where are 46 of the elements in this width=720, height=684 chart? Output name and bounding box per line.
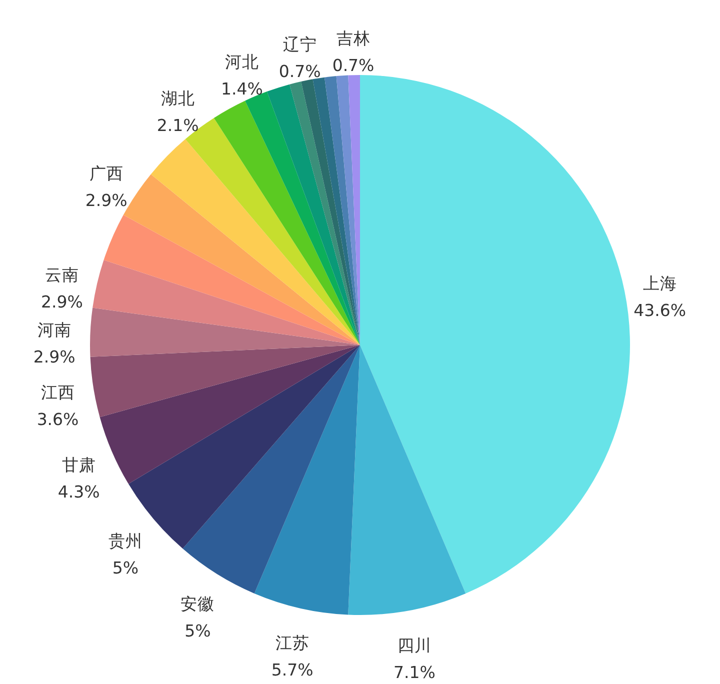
slice-label: 上海	[642, 274, 677, 293]
data-label: 2.1%	[156, 116, 199, 136]
slice-label: 江西	[40, 382, 75, 402]
slice-label: 湖北	[160, 89, 195, 108]
pie-slice	[360, 75, 630, 594]
pie-slice	[104, 214, 360, 345]
pie-slice	[290, 82, 360, 345]
slice-label: 河北	[225, 52, 260, 72]
slice-label: 甘肃	[62, 456, 96, 475]
pie-slice	[348, 345, 466, 615]
slice-label: 江苏	[275, 633, 310, 652]
data-label: 7.1%	[394, 663, 436, 682]
pie-slice	[312, 77, 360, 345]
pie-slice	[254, 345, 360, 615]
pie-slice	[324, 76, 360, 345]
pie-slice	[92, 260, 360, 345]
slice-label: 辽宁	[282, 34, 317, 54]
pie-slice	[301, 79, 360, 345]
data-label: 4.3%	[58, 482, 100, 502]
data-label: 0.7%	[278, 62, 321, 81]
slice-label: 吉林	[336, 29, 370, 48]
pie-slice	[128, 345, 360, 549]
slice-label: 贵州	[108, 532, 142, 551]
data-label: 5.7%	[271, 660, 314, 680]
data-label: 2.9%	[41, 292, 83, 312]
pie-slice	[90, 345, 360, 418]
pie-slice	[150, 139, 360, 345]
data-label: 3.6%	[36, 410, 79, 429]
slice-label: 四川	[398, 636, 432, 656]
pie-slice	[336, 75, 360, 345]
data-label: 1.4%	[221, 80, 263, 99]
slice-label: 云南	[45, 265, 80, 284]
data-label: 5%	[184, 621, 211, 640]
pie-slice	[90, 308, 360, 357]
pie-slice	[214, 100, 360, 345]
slice-label: 广西	[89, 164, 124, 183]
data-label: 2.9%	[33, 348, 76, 367]
pie-slice	[182, 345, 360, 594]
slice-label: 安徽	[180, 594, 215, 614]
slice-label: 河南	[37, 320, 72, 340]
data-label: 5%	[112, 558, 139, 578]
pie-slice	[266, 84, 360, 345]
data-label: 2.9%	[85, 190, 128, 210]
data-label: 43.6%	[634, 300, 686, 320]
data-label: 0.7%	[332, 56, 374, 76]
pie-slice	[100, 345, 360, 484]
